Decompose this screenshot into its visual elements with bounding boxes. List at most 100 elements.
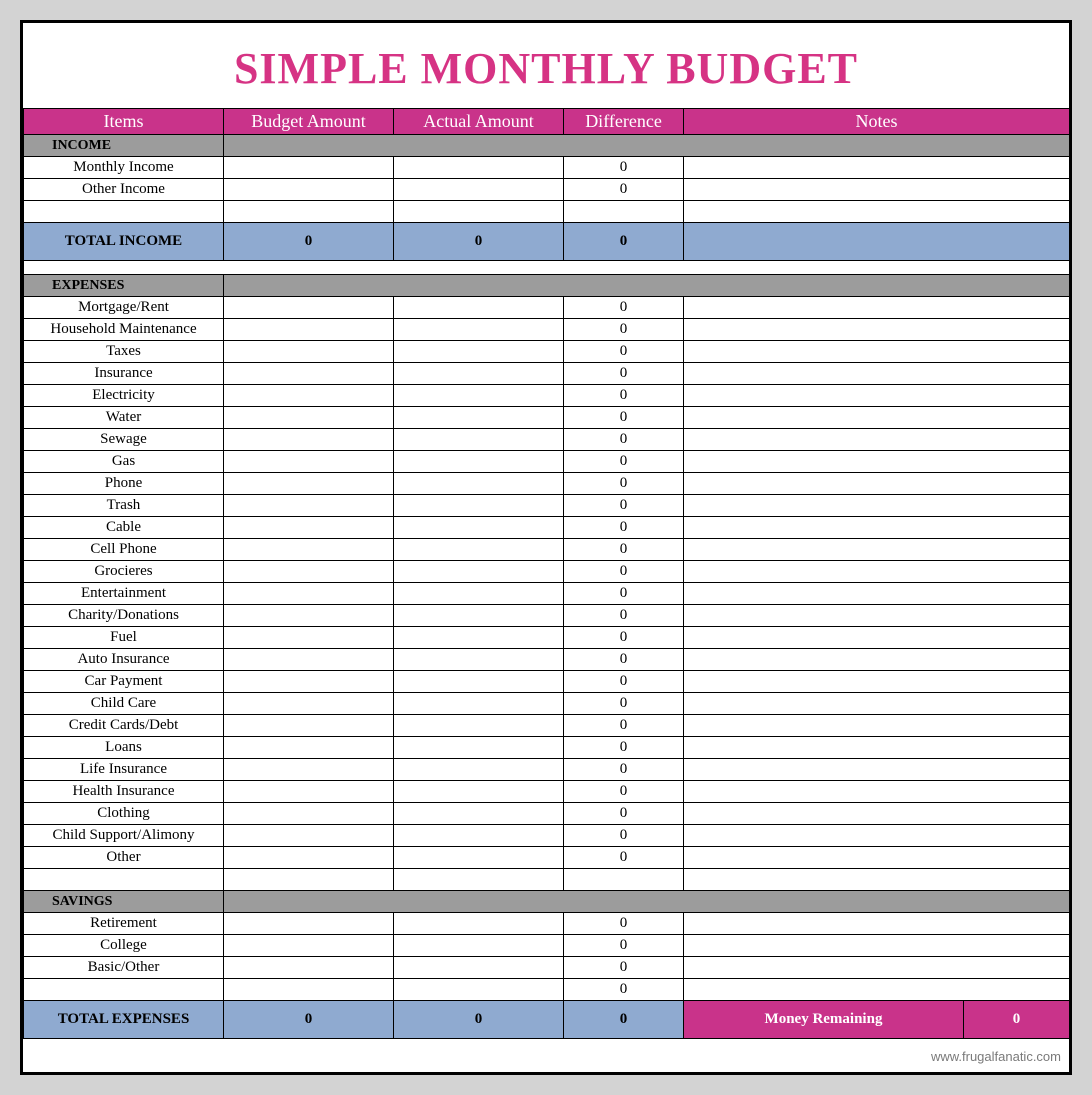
budget-cell[interactable]	[224, 179, 394, 201]
notes-cell[interactable]	[684, 649, 1070, 671]
budget-cell[interactable]	[224, 341, 394, 363]
actual-cell[interactable]	[394, 649, 564, 671]
actual-cell[interactable]	[394, 407, 564, 429]
notes-cell[interactable]	[684, 407, 1070, 429]
budget-cell[interactable]	[224, 979, 394, 1001]
notes-cell[interactable]	[684, 957, 1070, 979]
notes-cell[interactable]	[684, 561, 1070, 583]
budget-cell[interactable]	[224, 759, 394, 781]
budget-cell[interactable]	[224, 157, 394, 179]
actual-cell[interactable]	[394, 341, 564, 363]
budget-cell[interactable]	[224, 825, 394, 847]
budget-cell[interactable]	[224, 495, 394, 517]
budget-cell[interactable]	[224, 473, 394, 495]
actual-cell[interactable]	[394, 759, 564, 781]
actual-cell[interactable]	[394, 957, 564, 979]
budget-cell[interactable]	[224, 319, 394, 341]
notes-cell[interactable]	[684, 473, 1070, 495]
notes-cell[interactable]	[684, 297, 1070, 319]
budget-cell[interactable]	[224, 297, 394, 319]
budget-cell[interactable]	[224, 935, 394, 957]
budget-cell[interactable]	[224, 781, 394, 803]
notes-cell[interactable]	[684, 341, 1070, 363]
budget-cell[interactable]	[224, 539, 394, 561]
budget-cell[interactable]	[224, 605, 394, 627]
budget-cell[interactable]	[224, 869, 394, 891]
notes-cell[interactable]	[684, 869, 1070, 891]
budget-cell[interactable]	[224, 385, 394, 407]
notes-cell[interactable]	[684, 693, 1070, 715]
notes-cell[interactable]	[684, 179, 1070, 201]
actual-cell[interactable]	[394, 319, 564, 341]
notes-cell[interactable]	[684, 847, 1070, 869]
actual-cell[interactable]	[394, 825, 564, 847]
notes-cell[interactable]	[684, 451, 1070, 473]
notes-cell[interactable]	[684, 715, 1070, 737]
actual-cell[interactable]	[394, 539, 564, 561]
actual-cell[interactable]	[394, 605, 564, 627]
notes-cell[interactable]	[684, 913, 1070, 935]
actual-cell[interactable]	[394, 473, 564, 495]
budget-cell[interactable]	[224, 627, 394, 649]
actual-cell[interactable]	[394, 693, 564, 715]
actual-cell[interactable]	[394, 201, 564, 223]
notes-cell[interactable]	[684, 627, 1070, 649]
budget-cell[interactable]	[224, 517, 394, 539]
actual-cell[interactable]	[394, 429, 564, 451]
actual-cell[interactable]	[394, 737, 564, 759]
notes-cell[interactable]	[684, 201, 1070, 223]
notes-cell[interactable]	[684, 583, 1070, 605]
budget-cell[interactable]	[224, 957, 394, 979]
notes-cell[interactable]	[684, 825, 1070, 847]
notes-cell[interactable]	[684, 737, 1070, 759]
actual-cell[interactable]	[394, 363, 564, 385]
actual-cell[interactable]	[394, 671, 564, 693]
budget-cell[interactable]	[224, 451, 394, 473]
notes-cell[interactable]	[684, 803, 1070, 825]
notes-cell[interactable]	[684, 495, 1070, 517]
actual-cell[interactable]	[394, 297, 564, 319]
actual-cell[interactable]	[394, 715, 564, 737]
budget-cell[interactable]	[224, 649, 394, 671]
budget-cell[interactable]	[224, 407, 394, 429]
notes-cell[interactable]	[684, 517, 1070, 539]
budget-cell[interactable]	[224, 737, 394, 759]
notes-cell[interactable]	[684, 539, 1070, 561]
actual-cell[interactable]	[394, 385, 564, 407]
actual-cell[interactable]	[394, 847, 564, 869]
notes-cell[interactable]	[684, 429, 1070, 451]
notes-cell[interactable]	[684, 979, 1070, 1001]
actual-cell[interactable]	[394, 179, 564, 201]
budget-cell[interactable]	[224, 561, 394, 583]
budget-cell[interactable]	[224, 201, 394, 223]
actual-cell[interactable]	[394, 781, 564, 803]
notes-cell[interactable]	[684, 605, 1070, 627]
actual-cell[interactable]	[394, 979, 564, 1001]
notes-cell[interactable]	[684, 671, 1070, 693]
budget-cell[interactable]	[224, 847, 394, 869]
notes-cell[interactable]	[684, 759, 1070, 781]
actual-cell[interactable]	[394, 495, 564, 517]
notes-cell[interactable]	[684, 319, 1070, 341]
actual-cell[interactable]	[394, 869, 564, 891]
notes-cell[interactable]	[684, 157, 1070, 179]
budget-cell[interactable]	[224, 583, 394, 605]
budget-cell[interactable]	[224, 715, 394, 737]
actual-cell[interactable]	[394, 627, 564, 649]
actual-cell[interactable]	[394, 803, 564, 825]
actual-cell[interactable]	[394, 561, 564, 583]
budget-cell[interactable]	[224, 429, 394, 451]
notes-cell[interactable]	[684, 385, 1070, 407]
budget-cell[interactable]	[224, 671, 394, 693]
actual-cell[interactable]	[394, 517, 564, 539]
budget-cell[interactable]	[224, 913, 394, 935]
notes-cell[interactable]	[684, 363, 1070, 385]
budget-cell[interactable]	[224, 363, 394, 385]
actual-cell[interactable]	[394, 913, 564, 935]
budget-cell[interactable]	[224, 693, 394, 715]
actual-cell[interactable]	[394, 157, 564, 179]
notes-cell[interactable]	[684, 781, 1070, 803]
notes-cell[interactable]	[684, 935, 1070, 957]
budget-cell[interactable]	[224, 803, 394, 825]
actual-cell[interactable]	[394, 583, 564, 605]
